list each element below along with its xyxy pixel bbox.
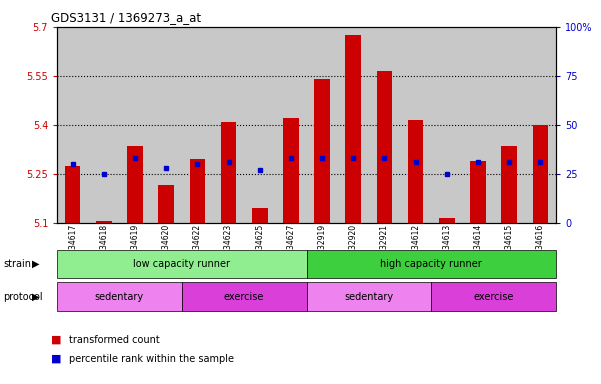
Bar: [159, 185, 174, 223]
Bar: [189, 159, 205, 223]
Text: sedentary: sedentary: [344, 291, 394, 302]
Bar: [408, 120, 424, 223]
Text: strain: strain: [3, 259, 31, 269]
Bar: [252, 208, 267, 223]
Text: exercise: exercise: [474, 291, 514, 302]
Text: low capacity runner: low capacity runner: [133, 259, 230, 269]
Text: protocol: protocol: [3, 291, 43, 302]
Text: ■: ■: [51, 335, 61, 345]
Bar: [532, 125, 548, 223]
Bar: [96, 221, 112, 223]
Bar: [470, 161, 486, 223]
Text: percentile rank within the sample: percentile rank within the sample: [69, 354, 234, 364]
Bar: [283, 118, 299, 223]
Bar: [221, 121, 236, 223]
Text: exercise: exercise: [224, 291, 264, 302]
Text: ▶: ▶: [32, 291, 39, 302]
Bar: [65, 166, 81, 223]
Text: high capacity runner: high capacity runner: [380, 259, 482, 269]
Text: ▶: ▶: [32, 259, 39, 269]
Text: sedentary: sedentary: [95, 291, 144, 302]
Bar: [501, 146, 517, 223]
Bar: [314, 79, 330, 223]
Bar: [439, 218, 454, 223]
Bar: [377, 71, 392, 223]
Text: GDS3131 / 1369273_a_at: GDS3131 / 1369273_a_at: [51, 12, 201, 25]
Text: ■: ■: [51, 354, 61, 364]
Bar: [346, 35, 361, 223]
Bar: [127, 146, 143, 223]
Text: transformed count: transformed count: [69, 335, 160, 345]
